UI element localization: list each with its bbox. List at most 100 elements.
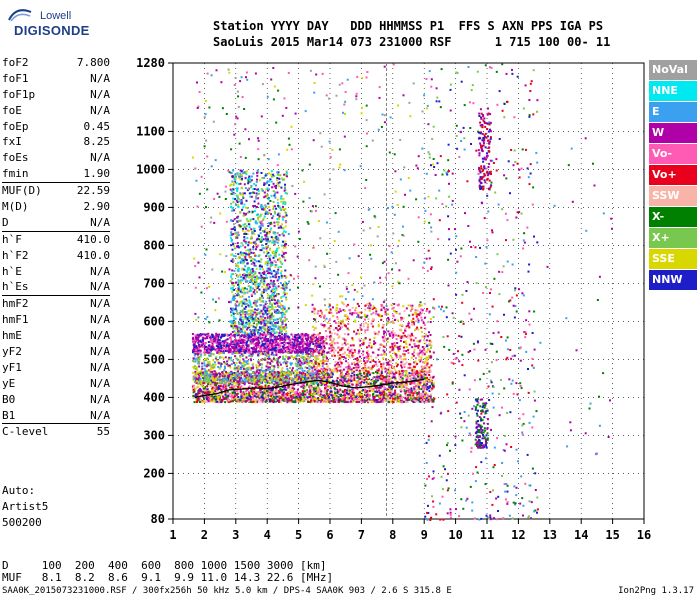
echo-point <box>344 376 347 379</box>
echo-point <box>228 364 231 367</box>
echo-point <box>302 391 305 394</box>
echo-point <box>343 379 346 382</box>
echo-point <box>303 343 306 346</box>
echo-point <box>197 386 200 389</box>
param-value: N/A <box>90 215 110 229</box>
echo-point <box>282 371 285 374</box>
echo-point <box>269 339 272 342</box>
echo-point <box>202 351 205 354</box>
echo-cluster <box>191 351 326 385</box>
echo-point <box>279 356 281 358</box>
echo-point <box>303 375 306 378</box>
echo-point <box>281 254 284 257</box>
echo-point <box>243 259 246 262</box>
echo-point <box>347 381 350 384</box>
echo-point <box>300 385 303 388</box>
echo-point <box>417 371 420 374</box>
echo-point <box>214 372 217 375</box>
echo-point <box>282 295 285 298</box>
param-name: B1 <box>2 408 16 422</box>
echo-point <box>238 361 241 364</box>
echo-point <box>330 375 333 378</box>
echo-point <box>203 367 206 370</box>
echo-point <box>273 335 276 338</box>
echo-point <box>264 335 267 338</box>
echo-point <box>240 348 243 351</box>
echo-point <box>423 395 426 398</box>
echo-point <box>209 385 212 387</box>
echo-point <box>411 374 414 377</box>
echo-point <box>394 391 397 394</box>
echo-point <box>401 380 404 383</box>
echo-point <box>387 378 390 381</box>
echo-point <box>286 337 289 340</box>
echo-point <box>225 363 228 366</box>
echo-point <box>266 363 269 366</box>
echo-point <box>323 390 326 393</box>
echo-point <box>320 382 323 384</box>
echo-point <box>221 398 224 401</box>
echo-point <box>306 352 309 355</box>
echo-point <box>199 345 202 348</box>
echo-point <box>380 391 383 394</box>
echo-point <box>239 366 242 369</box>
param-name: hmF2 <box>2 297 29 311</box>
x-tick-label: 14 <box>574 528 588 542</box>
echo-point <box>212 340 215 343</box>
echo-point <box>349 378 351 381</box>
echo-point <box>240 377 243 380</box>
echo-point <box>302 359 305 362</box>
echo-point <box>267 356 270 358</box>
echo-point <box>267 357 270 360</box>
echo-point <box>389 372 392 375</box>
echo-point <box>246 359 249 362</box>
echo-point <box>193 401 196 404</box>
echo-point <box>213 373 216 376</box>
echo-point <box>268 381 271 384</box>
echo-point <box>279 304 282 307</box>
echo-point <box>322 370 325 373</box>
echo-point <box>261 401 264 404</box>
echo-point <box>298 396 301 399</box>
echo-point <box>293 344 296 347</box>
echo-point <box>421 392 424 395</box>
echo-point <box>322 342 325 345</box>
echo-point <box>389 400 392 403</box>
echo-point <box>423 383 425 386</box>
echo-point <box>227 375 230 377</box>
echo-point <box>372 393 374 396</box>
echo-point <box>251 295 253 297</box>
echo-point <box>254 385 257 388</box>
echo-point <box>248 380 251 383</box>
echo-point <box>231 360 234 363</box>
echo-point <box>202 389 205 392</box>
echo-point <box>310 359 313 362</box>
echo-point <box>361 399 363 402</box>
echo-point <box>406 401 409 404</box>
echo-point <box>315 357 318 360</box>
echo-point <box>421 393 424 396</box>
echo-point <box>212 387 215 390</box>
echo-point <box>304 337 307 340</box>
echo-point <box>293 394 296 397</box>
echo-point <box>292 390 295 393</box>
echo-point <box>267 366 270 369</box>
param-row: foE N/A <box>2 103 110 119</box>
echo-point <box>291 388 294 391</box>
echo-point <box>290 341 293 344</box>
echo-point <box>206 364 209 367</box>
echo-point <box>211 338 214 341</box>
echo-point <box>418 399 421 402</box>
echo-point <box>295 390 298 393</box>
echo-point <box>420 395 423 398</box>
echo-point <box>315 362 318 365</box>
echo-point <box>372 392 375 395</box>
echo-point <box>192 371 195 374</box>
echo-point <box>241 340 244 343</box>
echo-point <box>271 364 274 367</box>
echo-point <box>314 342 317 345</box>
echo-point <box>307 349 310 352</box>
echo-point <box>230 363 233 366</box>
echo-point <box>196 386 198 389</box>
echo-point <box>253 278 256 281</box>
